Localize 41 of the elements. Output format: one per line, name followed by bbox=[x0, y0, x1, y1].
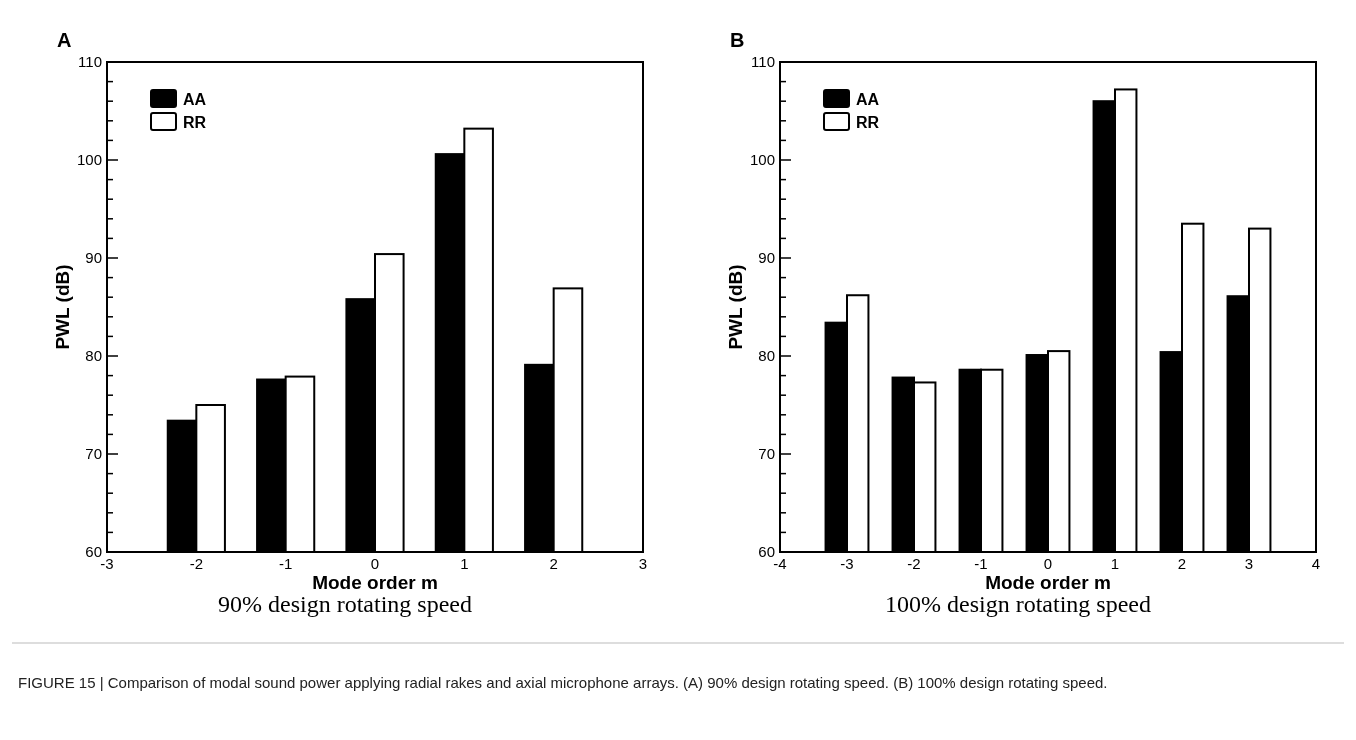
x-tick-label: -3 bbox=[100, 555, 114, 572]
x-tick-label: -1 bbox=[278, 555, 293, 572]
x-tick-label: 3 bbox=[638, 555, 648, 572]
x-axis-title: Mode order m bbox=[985, 572, 1111, 593]
chart-title: B bbox=[730, 29, 745, 51]
y-tick-label: 60 bbox=[758, 543, 775, 561]
y-tick-label: 100 bbox=[76, 151, 102, 169]
y-axis-title: PWL (dB) bbox=[725, 264, 746, 350]
x-tick-label: -4 bbox=[773, 555, 787, 572]
y-tick-label: 90 bbox=[85, 249, 102, 267]
x-tick-label: 1 bbox=[1110, 555, 1120, 572]
x-tick-label: 2 bbox=[549, 555, 558, 572]
x-tick-label: -3 bbox=[840, 555, 854, 572]
caption: FIGURE 15 | Comparison of modal sound power applying radial rakes and axial microphone arrays. (A) 90% design rotating speed. (B) 100% design rotating speed. bbox=[18, 674, 1108, 691]
y-tick-label: 80 bbox=[85, 347, 102, 365]
x-tick-label: -2 bbox=[189, 555, 204, 572]
chart-title: A bbox=[57, 29, 72, 51]
text: 90% design rotating speed bbox=[218, 591, 472, 617]
x-axis-title: Mode order m bbox=[312, 572, 438, 593]
y-tick-label: 70 bbox=[85, 445, 102, 463]
x-tick-label: 0 bbox=[1043, 555, 1053, 572]
y-tick-label: 100 bbox=[749, 151, 775, 169]
y-tick-label: 70 bbox=[758, 445, 775, 463]
x-tick-label: 3 bbox=[1244, 555, 1254, 572]
y-axis-title: PWL (dB) bbox=[52, 264, 73, 350]
y-tick-label: 60 bbox=[85, 543, 102, 561]
y-tick-label: 110 bbox=[751, 53, 775, 71]
x-tick-label: 4 bbox=[1311, 555, 1321, 572]
y-tick-label: 110 bbox=[78, 53, 102, 71]
text: 100% design rotating speed bbox=[885, 591, 1151, 617]
x-tick-label: 0 bbox=[370, 555, 380, 572]
legend-label: RR bbox=[856, 113, 880, 131]
legend-label: RR bbox=[183, 113, 207, 131]
x-tick-label: 2 bbox=[1177, 555, 1187, 572]
y-tick-label: 90 bbox=[758, 249, 775, 267]
legend-label: AA bbox=[856, 90, 880, 108]
x-tick-label: -1 bbox=[974, 555, 988, 572]
legend-label: AA bbox=[183, 90, 207, 108]
x-tick-label: 1 bbox=[460, 555, 469, 572]
y-tick-label: 80 bbox=[758, 347, 775, 365]
x-tick-label: -2 bbox=[907, 555, 921, 572]
